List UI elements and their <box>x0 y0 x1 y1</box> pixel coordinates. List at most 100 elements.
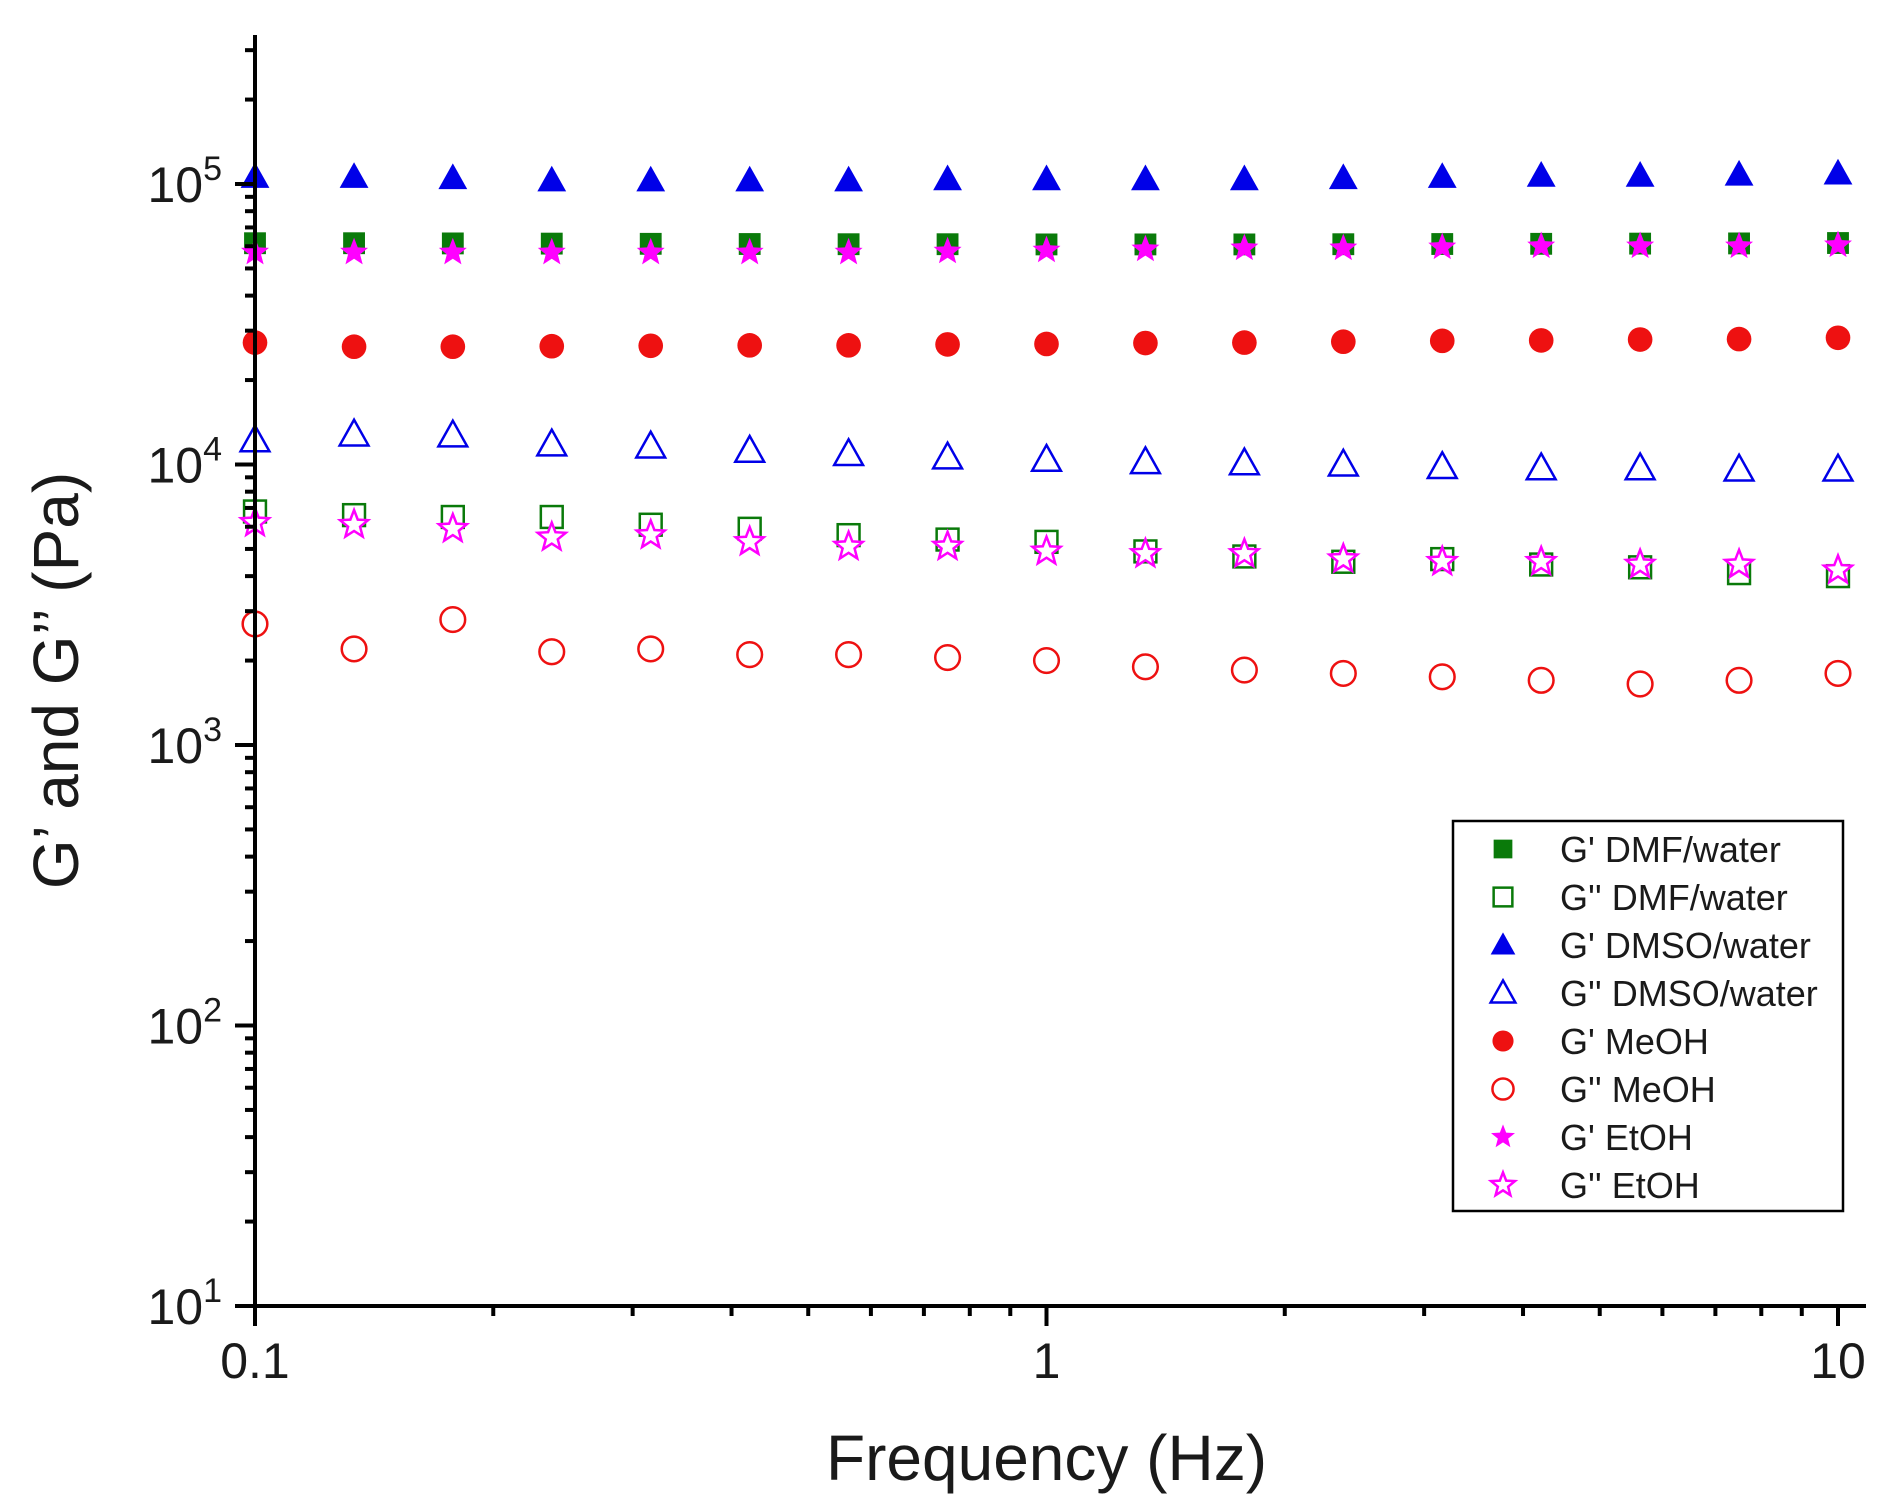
data-point <box>1627 327 1653 352</box>
data-point <box>1032 235 1061 263</box>
data-point <box>340 635 368 663</box>
data-point <box>1625 161 1655 187</box>
data-point <box>1131 234 1160 262</box>
data-point <box>733 433 767 463</box>
legend-label: G'' DMSO/water <box>1560 973 1818 1014</box>
series-g-dmso-water <box>238 417 1855 482</box>
data-point <box>537 165 567 192</box>
data-point <box>1428 663 1456 691</box>
legend-label: G' DMF/water <box>1560 829 1781 870</box>
data-point <box>831 528 866 562</box>
data-point <box>341 334 367 360</box>
y-tick-exponent: 4 <box>203 431 222 469</box>
legend-item: G' MeOH <box>1492 1021 1709 1062</box>
data-point <box>1626 231 1655 259</box>
y-axis-title: G’ and G’’ (Pa) <box>20 472 92 889</box>
x-tick-label: 1 <box>1033 1333 1061 1389</box>
legend-item: G'' EtOH <box>1487 1165 1700 1206</box>
y-tick-label: 103 <box>147 711 222 774</box>
data-point <box>638 333 664 359</box>
data-point <box>933 164 962 191</box>
data-point <box>1326 540 1361 574</box>
data-point <box>1128 444 1162 475</box>
y-tick-label: 102 <box>147 992 222 1055</box>
data-point <box>736 641 764 669</box>
data-point <box>834 165 864 192</box>
data-point <box>1029 533 1064 567</box>
legend-marker <box>1488 977 1518 1004</box>
data-point <box>735 165 765 192</box>
x-tick-label: 0.1 <box>220 1333 290 1389</box>
data-point <box>1032 164 1061 191</box>
data-point <box>1724 159 1754 186</box>
data-point <box>1725 666 1753 694</box>
data-point <box>1623 450 1657 481</box>
legend: G' DMF/water G'' DMF/water G' DMSO/water G'… <box>1451 819 1845 1213</box>
series-g-meoh <box>242 325 1851 360</box>
data-point <box>1424 543 1460 577</box>
data-point <box>440 334 466 360</box>
data-point <box>636 165 666 192</box>
data-point <box>1528 328 1554 353</box>
data-point <box>933 643 962 672</box>
data-point <box>1523 543 1559 577</box>
data-point <box>439 606 467 634</box>
data-point <box>1726 326 1752 352</box>
data-point <box>1821 452 1855 482</box>
y-tick-label: 105 <box>147 150 222 213</box>
data-point <box>1427 162 1457 188</box>
data-point <box>1229 164 1259 191</box>
data-point <box>1034 331 1059 357</box>
legend-box <box>1451 819 1845 1213</box>
legend-marker <box>1491 1077 1515 1101</box>
data-point <box>1721 546 1757 580</box>
legend-marker <box>1487 1168 1519 1198</box>
data-point <box>1329 659 1357 687</box>
data-point <box>1227 446 1261 476</box>
data-point <box>634 429 668 459</box>
y-tick-base: 10 <box>147 999 203 1055</box>
legend-item: G' DMSO/water <box>1490 925 1811 966</box>
data-point <box>732 523 767 557</box>
y-tick-label: 101 <box>147 1272 222 1335</box>
data-point <box>1825 325 1851 351</box>
data-point <box>930 528 965 562</box>
data-point <box>339 162 369 188</box>
y-tick-base: 10 <box>147 438 203 494</box>
data-point <box>438 163 468 190</box>
data-point <box>1328 163 1358 190</box>
data-point <box>1527 666 1555 694</box>
data-point <box>835 641 863 669</box>
data-point <box>1230 656 1258 684</box>
data-point <box>1330 329 1356 355</box>
data-point <box>834 237 863 265</box>
data-point <box>636 237 665 265</box>
legend-item: G'' DMF/water <box>1492 877 1788 918</box>
data-point <box>1626 670 1654 698</box>
data-point <box>1524 450 1558 481</box>
y-tick-exponent: 1 <box>203 1272 222 1310</box>
legend-item: G' EtOH <box>1491 1117 1693 1158</box>
legend-marker <box>1493 839 1513 859</box>
legend-label: G'' DMF/water <box>1560 877 1788 918</box>
y-tick-label: 104 <box>147 431 222 494</box>
legend-item: G'' DMSO/water <box>1488 973 1818 1014</box>
data-point <box>539 333 565 359</box>
legend-item: G' DMF/water <box>1493 829 1781 870</box>
data-point <box>1329 233 1358 261</box>
y-tick-exponent: 5 <box>203 150 222 188</box>
data-point <box>1722 452 1756 482</box>
y-tick-base: 10 <box>147 157 203 213</box>
data-point <box>538 638 566 666</box>
legend-items: G' DMF/water G'' DMF/water G' DMSO/water G'… <box>1487 829 1818 1206</box>
series-g-dmso-water <box>240 158 1853 192</box>
data-point <box>1326 447 1360 477</box>
data-point <box>931 440 965 470</box>
data-point <box>436 418 470 448</box>
data-point <box>1131 653 1160 681</box>
data-point <box>1527 231 1556 259</box>
data-point <box>534 519 570 553</box>
data-point <box>1133 330 1158 356</box>
data-point <box>337 417 371 447</box>
